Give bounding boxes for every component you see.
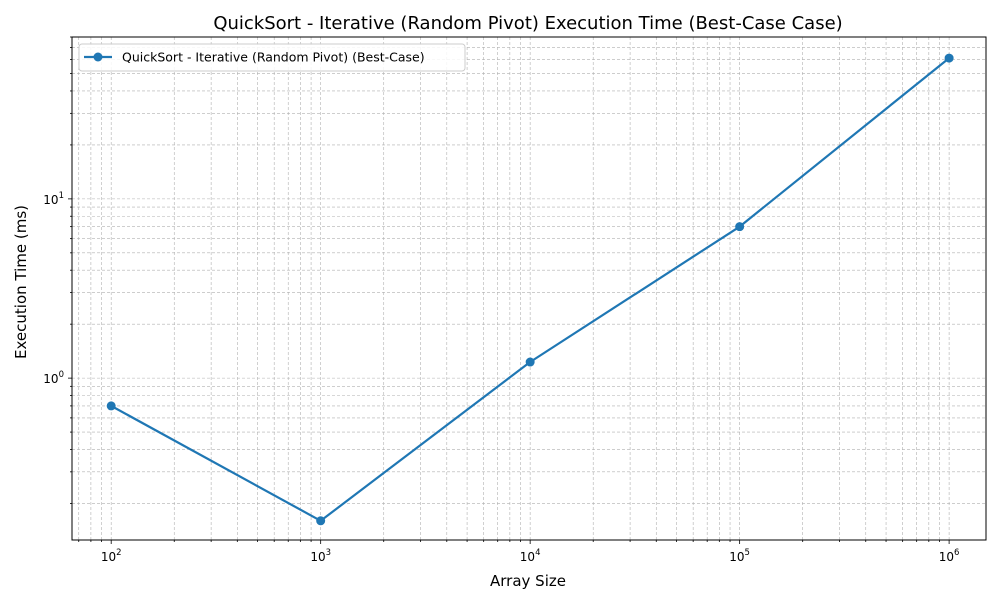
legend-box	[78, 43, 466, 72]
x-tick-label: 105	[729, 548, 750, 564]
y-axis-label: Execution Time (ms)	[12, 205, 30, 359]
legend-marker-swatch	[93, 52, 103, 62]
data-point	[735, 222, 745, 232]
series	[106, 53, 954, 526]
data-point	[106, 401, 116, 411]
x-tick-label: 103	[310, 548, 331, 564]
x-axis: 102 103 104 105 106	[78, 540, 960, 564]
legend-label: QuickSort - Iterative (Random Pivot) (Be…	[122, 50, 425, 65]
x-tick-label: 106	[939, 548, 960, 564]
y-tick-label: 101	[43, 191, 64, 207]
y-tick-label: 100	[43, 370, 64, 386]
x-tick-label: 102	[101, 548, 122, 564]
y-axis: 100 101	[43, 36, 72, 504]
x-tick-label: 104	[520, 548, 541, 564]
x-axis-label: Array Size	[490, 572, 566, 590]
chart-title: QuickSort - Iterative (Random Pivot) Exe…	[213, 13, 842, 34]
data-point	[316, 516, 326, 526]
legend: QuickSort - Iterative (Random Pivot) (Be…	[78, 43, 466, 72]
grid	[72, 36, 986, 540]
plot-area	[71, 36, 987, 541]
data-point	[944, 53, 954, 63]
data-point	[525, 357, 535, 367]
